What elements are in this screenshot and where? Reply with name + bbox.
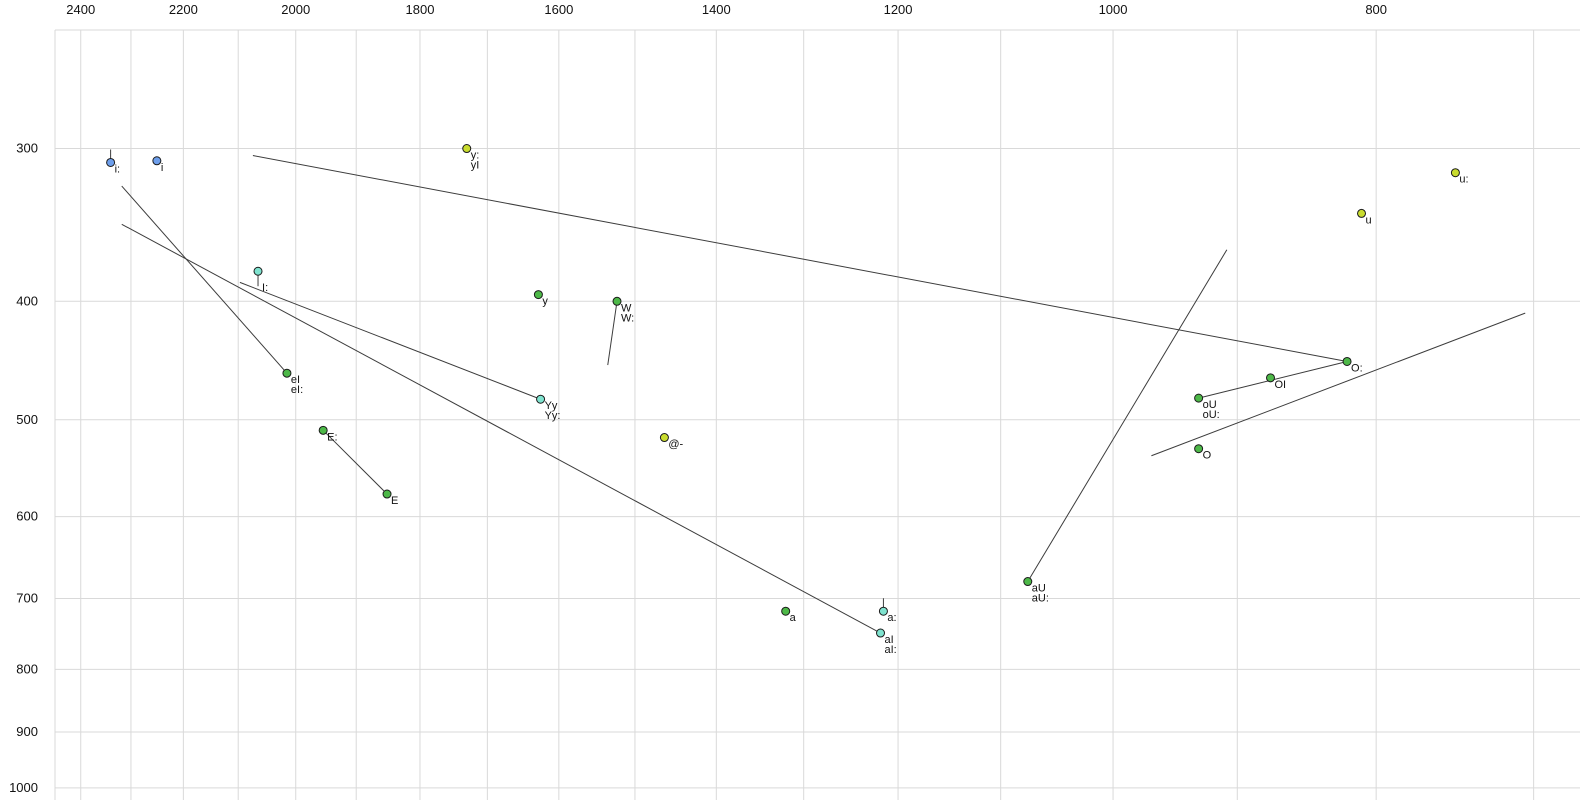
vowel-point-i bbox=[152, 156, 162, 166]
y-axis-tick-label: 300 bbox=[16, 141, 38, 156]
vowel-point-y-long bbox=[462, 144, 472, 154]
x-axis-tick-label: 1600 bbox=[544, 2, 573, 17]
vowel-label-W: W bbox=[621, 302, 632, 314]
vowel-label-u-long: u: bbox=[1459, 174, 1468, 186]
vowel-label-Yy: Yy bbox=[545, 400, 558, 412]
vowel-label-eI: eI: bbox=[291, 384, 303, 396]
vowel-point-I-long bbox=[253, 266, 263, 276]
trajectory-line-au-glide bbox=[1027, 249, 1228, 582]
trajectory-line-w-glide bbox=[607, 301, 618, 366]
vowel-label-E: E bbox=[391, 495, 398, 507]
vowel-label-i: i bbox=[161, 162, 163, 174]
trajectory-line-ai-glide bbox=[121, 223, 881, 634]
vowel-label-O-long: O: bbox=[1351, 362, 1363, 374]
x-axis-tick-label: 800 bbox=[1365, 2, 1387, 17]
vowel-point-oU bbox=[1194, 393, 1204, 403]
vowel-point-aU bbox=[1023, 577, 1033, 587]
x-axis-tick-label: 2200 bbox=[169, 2, 198, 17]
vowel-label-oU: oU bbox=[1203, 399, 1217, 411]
trajectory-line-e-pair bbox=[322, 429, 388, 495]
vowel-point-E-long bbox=[318, 425, 328, 435]
vowel-label-a: a bbox=[790, 612, 797, 624]
vowel-point-schwa bbox=[659, 433, 669, 443]
x-axis-tick-label: 1800 bbox=[406, 2, 435, 17]
x-axis-tick-label: 2000 bbox=[281, 2, 310, 17]
vowel-point-W bbox=[612, 296, 622, 306]
y-axis-tick-label: 1000 bbox=[9, 780, 38, 795]
vowel-label-I-long: I: bbox=[262, 282, 268, 294]
vowel-point-a bbox=[781, 606, 791, 616]
vowel-point-eI bbox=[282, 368, 292, 378]
vowel-point-u-long bbox=[1450, 168, 1460, 178]
vowel-point-O bbox=[1194, 444, 1204, 454]
x-axis-tick-label: 2400 bbox=[66, 2, 95, 17]
vowel-label-W: W: bbox=[621, 312, 634, 324]
vowel-label-y: y bbox=[542, 296, 548, 308]
vowel-label-oU: oU: bbox=[1203, 409, 1220, 421]
vowel-label-O: O bbox=[1203, 450, 1212, 462]
y-axis-tick-label: 700 bbox=[16, 590, 38, 605]
x-axis-tick-label: 1400 bbox=[702, 2, 731, 17]
y-axis-tick-label: 900 bbox=[16, 724, 38, 739]
vowel-point-O-long bbox=[1342, 356, 1352, 366]
trajectory-line-oi-glide bbox=[252, 155, 1348, 362]
vowel-point-i-long bbox=[106, 157, 116, 167]
vowel-label-schwa: @- bbox=[668, 439, 683, 451]
vowel-point-OI bbox=[1266, 373, 1276, 383]
vowel-label-u: u bbox=[1366, 214, 1372, 226]
vowel-label-Yy: Yy: bbox=[545, 410, 561, 422]
x-axis-tick-label: 1200 bbox=[884, 2, 913, 17]
y-axis-tick-label: 400 bbox=[16, 293, 38, 308]
x-axis-tick-label: 1000 bbox=[1099, 2, 1128, 17]
y-axis-tick-label: 500 bbox=[16, 412, 38, 427]
vowel-point-E bbox=[382, 489, 392, 499]
vowel-point-aI bbox=[876, 628, 886, 638]
vowel-label-eI: eI bbox=[291, 374, 300, 386]
vowel-label-y-long: yI bbox=[471, 160, 480, 172]
vowel-label-E-long: E: bbox=[327, 431, 337, 443]
vowel-label-aI: aI bbox=[885, 634, 894, 646]
trajectory-line-yy-glide bbox=[239, 281, 541, 400]
trajectory-line-ei-glide bbox=[121, 185, 288, 374]
y-axis-tick-label: 600 bbox=[16, 509, 38, 524]
vowel-label-i-long: i: bbox=[115, 163, 121, 175]
vowel-label-y-long: y: bbox=[471, 150, 480, 162]
trajectory-line-ou-glide bbox=[1151, 312, 1526, 457]
vowel-point-a-long bbox=[878, 606, 888, 616]
vowel-label-OI: OI bbox=[1275, 379, 1287, 391]
y-axis-tick-label: 800 bbox=[16, 661, 38, 676]
vowel-label-aU: aU bbox=[1032, 583, 1046, 595]
vowel-point-Yy bbox=[536, 394, 546, 404]
vowel-label-a-long: a: bbox=[887, 612, 896, 624]
vowel-label-aU: aU: bbox=[1032, 593, 1049, 605]
vowel-point-u bbox=[1357, 208, 1367, 218]
vowel-point-y bbox=[533, 290, 543, 300]
vowel-label-aI: aI: bbox=[885, 644, 897, 656]
